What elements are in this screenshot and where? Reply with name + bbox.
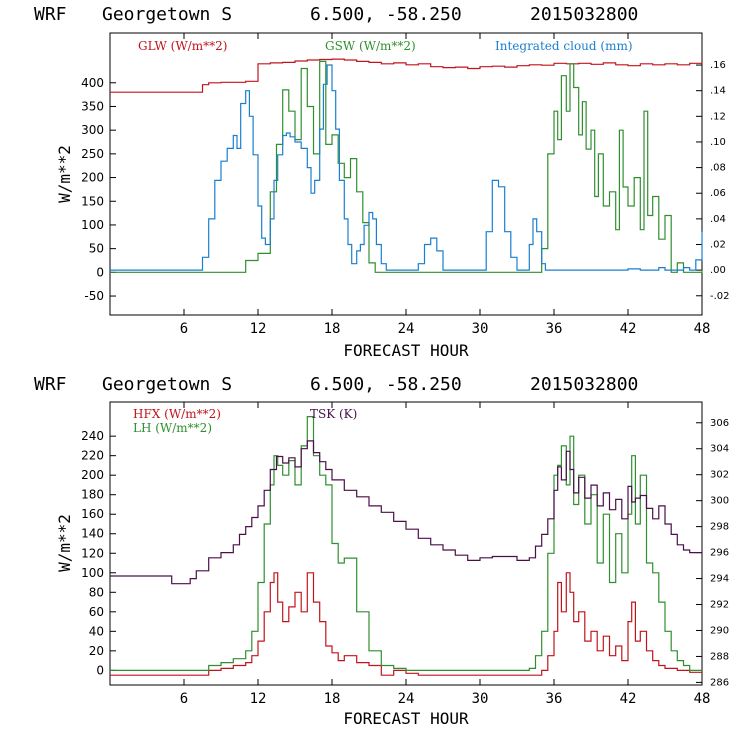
y-tick-label: 0 bbox=[96, 265, 104, 279]
x-tick-label: 48 bbox=[694, 321, 711, 337]
y2-tick-label: 286 bbox=[710, 677, 729, 688]
y-tick-label: 150 bbox=[81, 194, 104, 208]
plot-frame bbox=[109, 401, 703, 686]
y-tick-label: 300 bbox=[81, 123, 104, 137]
x-tick-label: 36 bbox=[546, 691, 563, 707]
y-tick-label: 120 bbox=[81, 546, 104, 560]
x-tick-label: 42 bbox=[620, 691, 637, 707]
x-axis-label: FORECAST HOUR bbox=[343, 709, 469, 728]
y2-tick-label: .08 bbox=[710, 163, 726, 174]
y2-tick-label: .00 bbox=[710, 265, 726, 276]
y2-tick-label: 290 bbox=[710, 625, 729, 636]
y2-tick-label: 304 bbox=[710, 444, 729, 455]
legend-gsw: GSW (W/m**2) bbox=[325, 39, 416, 53]
y-tick-label: 50 bbox=[89, 242, 104, 256]
legend-lh: LH (W/m**2) bbox=[133, 421, 212, 435]
y-tick-label: 160 bbox=[81, 507, 104, 521]
legend-glw: GLW (W/m**2) bbox=[138, 39, 227, 53]
y-tick-label: 100 bbox=[81, 566, 104, 580]
y-tick-label: 180 bbox=[81, 488, 104, 502]
x-tick-label: 30 bbox=[472, 691, 489, 707]
x-tick-label: 18 bbox=[324, 691, 341, 707]
y-tick-label: 20 bbox=[89, 644, 104, 658]
radiation-cloud-panel: WRF Georgetown S 6.500, -58.250 20150328… bbox=[34, 4, 730, 360]
y2-tick-label: 298 bbox=[710, 522, 729, 533]
y-axis-label: W/m**2 bbox=[55, 145, 74, 203]
y-tick-label: 350 bbox=[81, 99, 104, 113]
series-line-tsk bbox=[110, 440, 703, 585]
panel-header-coords: 6.500, -58.250 bbox=[310, 4, 462, 25]
y2-tick-label: .10 bbox=[710, 137, 726, 148]
y-tick-label: 0 bbox=[96, 663, 104, 677]
x-tick-label: 24 bbox=[398, 321, 415, 337]
y-axis-label: W/m**2 bbox=[55, 514, 74, 572]
y-tick-label: 200 bbox=[81, 468, 104, 482]
y-tick-label: 400 bbox=[81, 76, 104, 90]
x-tick-label: 12 bbox=[250, 321, 267, 337]
x-axis-label: FORECAST HOUR bbox=[343, 341, 469, 360]
x-tick-label: 36 bbox=[546, 321, 563, 337]
panel-header-location: Georgetown S bbox=[102, 374, 232, 395]
axis-ticks: 6 12 18 24 30 36 42 48 -50 0 50 100 150 200 250 300 350 4… bbox=[81, 33, 730, 337]
x-tick-label: 48 bbox=[694, 691, 711, 707]
y-tick-label: 40 bbox=[89, 624, 104, 638]
y2-tick-label: .12 bbox=[710, 111, 726, 122]
x-tick-label: 6 bbox=[180, 321, 188, 337]
y2-tick-label: 292 bbox=[710, 600, 729, 611]
surface-flux-panel: WRF Georgetown S 6.500, -58.250 20150328… bbox=[34, 374, 729, 728]
series-line-lh bbox=[110, 416, 702, 671]
y-tick-label: 200 bbox=[81, 171, 104, 185]
y-tick-label: 250 bbox=[81, 147, 104, 161]
x-tick-label: 30 bbox=[472, 321, 489, 337]
legend-tsk: TSK (K) bbox=[310, 407, 357, 421]
panel-header-location: Georgetown S bbox=[102, 4, 232, 25]
series-lines bbox=[110, 416, 703, 676]
series-line-gsw bbox=[110, 60, 703, 273]
y2-tick-label: -.02 bbox=[710, 291, 730, 302]
x-tick-label: 6 bbox=[180, 691, 188, 707]
panel-header-init: 2015032800 bbox=[530, 374, 638, 395]
y2-tick-label: .04 bbox=[710, 214, 726, 225]
y2-tick-label: 296 bbox=[710, 548, 729, 559]
y2-tick-label: .02 bbox=[710, 240, 726, 251]
y2-tick-label: .06 bbox=[710, 188, 726, 199]
series-line-glw bbox=[110, 58, 703, 93]
y-tick-label: 220 bbox=[81, 449, 104, 463]
y2-tick-label: 306 bbox=[710, 418, 729, 429]
legend-cloud: Integrated cloud (mm) bbox=[495, 39, 633, 53]
y2-tick-label: .16 bbox=[710, 60, 726, 71]
y-tick-label: 140 bbox=[81, 527, 104, 541]
y-tick-label: 240 bbox=[81, 429, 104, 443]
legend-hfx: HFX (W/m**2) bbox=[133, 407, 221, 421]
panel-header-model: WRF bbox=[34, 4, 67, 25]
y-tick-label: -50 bbox=[84, 289, 104, 303]
y-tick-label: 60 bbox=[89, 605, 104, 619]
y-tick-label: 100 bbox=[81, 218, 104, 232]
y2-tick-label: 300 bbox=[710, 496, 729, 507]
series-line-integrated bbox=[110, 64, 703, 271]
x-tick-label: 12 bbox=[250, 691, 267, 707]
y2-tick-label: 288 bbox=[710, 651, 729, 662]
y2-tick-label: .14 bbox=[710, 86, 726, 97]
axis-ticks: 6 12 18 24 30 36 42 48 0 20 40 60 80 100 120 140 160 180 2… bbox=[81, 402, 729, 707]
x-tick-label: 18 bbox=[324, 321, 341, 337]
y2-tick-label: 294 bbox=[710, 574, 729, 585]
panel-header-model: WRF bbox=[34, 374, 67, 395]
x-tick-label: 24 bbox=[398, 691, 415, 707]
series-lines bbox=[110, 58, 703, 273]
panel-header-init: 2015032800 bbox=[530, 4, 638, 25]
y-tick-label: 80 bbox=[89, 585, 104, 599]
panel-header-coords: 6.500, -58.250 bbox=[310, 374, 462, 395]
y2-tick-label: 302 bbox=[710, 470, 729, 481]
series-line-hfx bbox=[110, 572, 702, 676]
x-tick-label: 42 bbox=[620, 321, 637, 337]
